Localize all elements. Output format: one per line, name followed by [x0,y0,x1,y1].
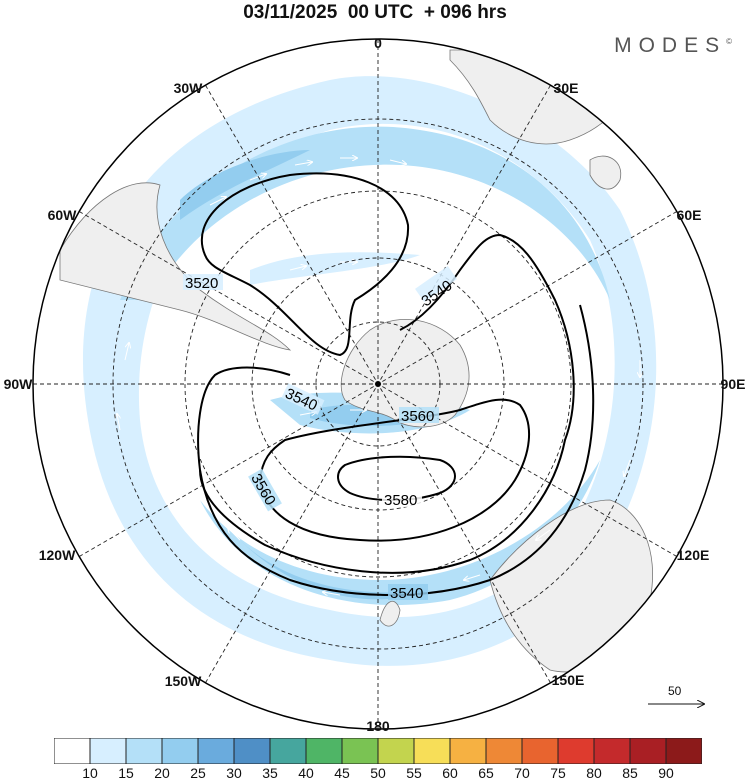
contour-label: 3580 [384,492,417,509]
colorbar-tick-label: 55 [406,765,422,781]
lon-label-60e: 60E [676,207,702,223]
colorbar [54,738,702,764]
lon-label-180: 180 [366,718,390,734]
madagascar [589,155,622,190]
contour-3540-outer [199,304,595,596]
lon-label-150w: 150W [164,673,202,689]
contour-3540 [197,233,575,574]
colorbar-tick-label: 25 [190,765,206,781]
brand-copyright-mark: © [726,37,732,46]
wind-reference-value: 50 [668,684,682,698]
new-zealand [379,600,401,627]
colorbar-tick-label: 85 [622,765,638,781]
colorbar-swatch [89,738,127,764]
colorbar-tick-label: 80 [586,765,602,781]
colorbar-swatch [125,738,163,764]
brand-name: MODES [614,34,727,57]
map-title: 03/11/2025 00 UTC + 096 hrs [243,2,507,23]
colorbar-tick-label: 75 [550,765,566,781]
land-masses [59,49,653,673]
colorbar-swatch [305,738,343,764]
contour-label: 3560 [401,408,434,425]
contour-3580 [337,455,456,502]
colorbar-swatch [485,738,523,764]
colorbar-tick-label: 35 [262,765,278,781]
australia [489,499,653,673]
brand-logo: MODES© [614,34,732,58]
colorbar-swatch [665,738,702,764]
colorbar-swatch [377,738,415,764]
colorbar-swatch [629,738,667,764]
lon-label-60w: 60W [47,207,77,223]
lon-label-90e: 90E [720,376,746,392]
colorbar-swatch [413,738,451,764]
colorbar-swatch [161,738,199,764]
colorbar-swatch [521,738,559,764]
height-contours [197,172,595,596]
lon-label-30e: 30E [553,80,579,96]
colorbar-swatch [341,738,379,764]
jet-max-north [180,150,310,220]
colorbar-swatch [557,738,595,764]
lon-label-150e: 150E [551,672,585,688]
colorbar-tick-label: 50 [370,765,386,781]
antarctica [340,318,470,428]
colorbar-swatch [233,738,271,764]
lon-label-0: 0 [374,35,382,51]
colorbar-swatch [54,738,91,764]
south-america [59,182,292,351]
lon-label-90w: 90W [3,376,33,392]
colorbar-tick-label: 45 [334,765,350,781]
south-pole-marker [375,381,381,387]
colorbar-tick-label: 15 [118,765,134,781]
contour-3520 [200,172,410,357]
colorbar-swatch [197,738,235,764]
colorbar-tick-label: 60 [442,765,458,781]
colorbar-tick-label: 40 [298,765,314,781]
lon-label-30w: 30W [173,80,203,96]
latitude-circle-3 [184,190,572,578]
colorbar-swatch [449,738,487,764]
colorbar-swatch [593,738,631,764]
contour-label: 3520 [185,275,218,292]
lon-label-120e: 120E [676,547,710,563]
map-border [32,38,724,730]
map-disk [59,49,657,673]
colorbar-tick-label: 65 [478,765,494,781]
lon-label-120w: 120W [38,547,76,563]
colorbar-swatch [269,738,307,764]
colorbar-tick-label: 20 [154,765,170,781]
colorbar-tick-label: 10 [82,765,98,781]
colorbar-tick-label: 90 [658,765,674,781]
jet-inner-band [250,252,420,285]
contour-label: 3540 [390,585,423,602]
contour-labels: 3520 3540 3540 3560 3560 3580 3540 [183,265,457,602]
colorbar-tick-label: 30 [226,765,242,781]
colorbar-tick-label: 70 [514,765,530,781]
